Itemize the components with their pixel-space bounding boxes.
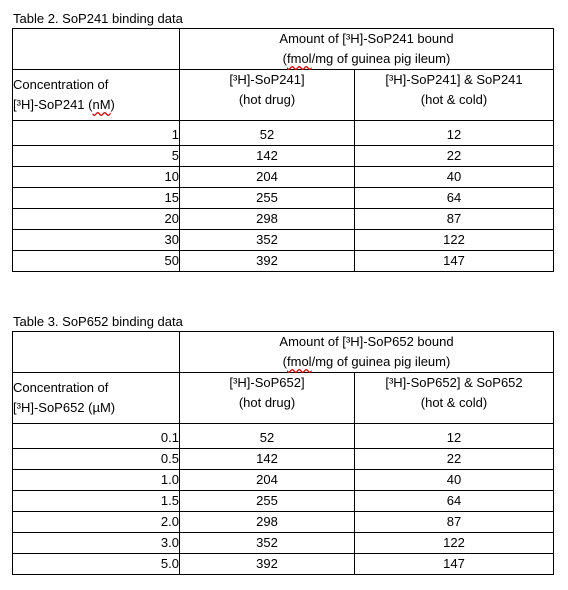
spellcheck-word: nM (92, 97, 111, 112)
table3-cold-header: [³H]-SoP652] & SoP652 (hot & cold) (353, 372, 555, 424)
conc-cell: 20 (12, 208, 180, 230)
cold-cell: 122 (353, 229, 555, 251)
conc-cell: 30 (12, 229, 180, 251)
table3-header-row-1: Amount of [³H]-SoP652 bound (fmol/mg of … (12, 331, 555, 373)
table2-hot-header: [³H]-SoP241] (hot drug) (179, 69, 355, 121)
table2-cold-header: [³H]-SoP241] & SoP241 (hot & cold) (353, 69, 555, 121)
table2: Amount of [³H]-SoP241 bound (fmol/mg of … (12, 28, 555, 272)
conc-cell: 0.5 (12, 448, 180, 470)
hot-cell: 52 (179, 120, 355, 146)
hot-cell: 298 (179, 208, 355, 230)
table2-header-row-1: Amount of [³H]-SoP241 bound (fmol/mg of … (12, 28, 555, 70)
hot-cell: 255 (179, 490, 355, 512)
cold-cell: 64 (353, 187, 555, 209)
table-row: 0.5 142 22 (12, 448, 555, 470)
conc-cell: 10 (12, 166, 180, 188)
conc-cell: 2.0 (12, 511, 180, 533)
table2-amount-header-line2: (fmol/mg of guinea pig ileum) (282, 51, 451, 66)
conc-cell: 15 (12, 187, 180, 209)
cold-cell: 87 (353, 208, 555, 230)
table3-conc-header: Concentration of [³H]-SoP652 (µM) (12, 372, 180, 424)
table2-empty-corner (12, 28, 180, 70)
table-row: 30 352 122 (12, 229, 555, 251)
table-row: 20 298 87 (12, 208, 555, 230)
table3-caption: Table 3. SoP652 binding data (13, 314, 183, 329)
hot-cell: 142 (179, 145, 355, 167)
cold-cell: 64 (353, 490, 555, 512)
table-row: 1.5 255 64 (12, 490, 555, 512)
spellcheck-word: fmol (287, 51, 312, 66)
table3-hot-header: [³H]-SoP652] (hot drug) (179, 372, 355, 424)
table-row: 10 204 40 (12, 166, 555, 188)
table-row: 1.0 204 40 (12, 469, 555, 491)
table3-amount-header: Amount of [³H]-SoP652 bound (fmol/mg of … (178, 331, 555, 373)
table-row: 15 255 64 (12, 187, 555, 209)
table-row: 5.0 392 147 (12, 553, 555, 575)
conc-cell: 3.0 (12, 532, 180, 554)
table2-conc-header: Concentration of [³H]-SoP241 (nM) (12, 69, 180, 121)
table3: Amount of [³H]-SoP652 bound (fmol/mg of … (12, 331, 555, 575)
conc-cell: 5.0 (12, 553, 180, 575)
table-row: 0.1 52 12 (12, 423, 555, 449)
table-row: 50 392 147 (12, 250, 555, 272)
cold-cell: 87 (353, 511, 555, 533)
cold-cell: 12 (353, 120, 555, 146)
hot-cell: 352 (179, 229, 355, 251)
table3-empty-corner (12, 331, 180, 373)
cold-cell: 40 (353, 469, 555, 491)
spellcheck-word: fmol (287, 354, 312, 369)
conc-cell: 1.5 (12, 490, 180, 512)
hot-cell: 142 (179, 448, 355, 470)
hot-cell: 52 (179, 423, 355, 449)
conc-cell: 5 (12, 145, 180, 167)
cold-cell: 12 (353, 423, 555, 449)
hot-cell: 204 (179, 469, 355, 491)
table-row: 1 52 12 (12, 120, 555, 146)
table-row: 3.0 352 122 (12, 532, 555, 554)
table-row: 5 142 22 (12, 145, 555, 167)
table3-header-row-2: Concentration of [³H]-SoP652 (µM) [³H]-S… (12, 372, 555, 424)
hot-cell: 392 (179, 250, 355, 272)
table-row: 2.0 298 87 (12, 511, 555, 533)
hot-cell: 298 (179, 511, 355, 533)
table2-amount-header: Amount of [³H]-SoP241 bound (fmol/mg of … (178, 28, 555, 70)
cold-cell: 147 (353, 553, 555, 575)
cold-cell: 22 (353, 448, 555, 470)
conc-cell: 1.0 (12, 469, 180, 491)
table2-header-row-2: Concentration of [³H]-SoP241 (nM) [³H]-S… (12, 69, 555, 121)
hot-cell: 204 (179, 166, 355, 188)
cold-cell: 40 (353, 166, 555, 188)
table3-amount-header-line1: Amount of [³H]-SoP652 bound (279, 334, 454, 349)
table2-caption: Table 2. SoP241 binding data (13, 11, 183, 26)
hot-cell: 352 (179, 532, 355, 554)
conc-cell: 50 (12, 250, 180, 272)
table2-amount-header-line1: Amount of [³H]-SoP241 bound (279, 31, 454, 46)
cold-cell: 147 (353, 250, 555, 272)
conc-cell: 1 (12, 120, 180, 146)
cold-cell: 22 (353, 145, 555, 167)
conc-cell: 0.1 (12, 423, 180, 449)
cold-cell: 122 (353, 532, 555, 554)
hot-cell: 392 (179, 553, 355, 575)
table3-amount-header-line2: (fmol/mg of guinea pig ileum) (282, 354, 451, 369)
hot-cell: 255 (179, 187, 355, 209)
